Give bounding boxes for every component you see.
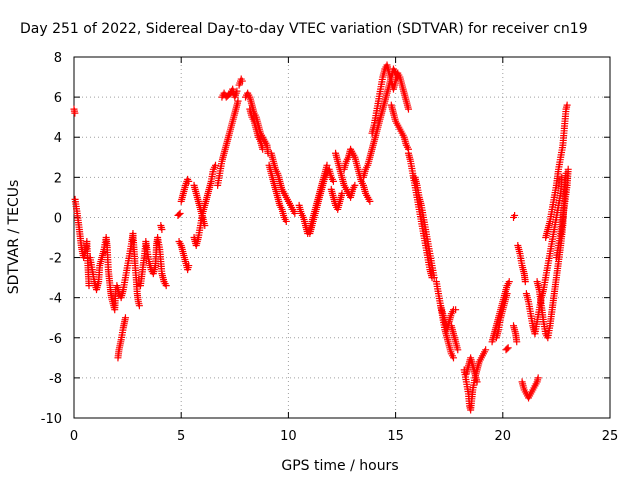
x-tick-label: 0 — [70, 429, 78, 444]
x-tick-label: 15 — [387, 429, 404, 444]
axis-ticks: 0 5 10 15 20 25 -10 -8 -6 -4 -2 0 2 4 6 8 — [41, 51, 619, 444]
data-point — [351, 181, 359, 189]
y-tick-label: -2 — [49, 252, 62, 267]
data-point — [366, 197, 374, 205]
data-point — [521, 278, 529, 286]
plot-frame — [73, 56, 611, 419]
data-point — [504, 344, 512, 352]
data-point — [282, 217, 290, 225]
x-axis-label: GPS time / hours — [281, 458, 398, 474]
data-point — [121, 314, 129, 322]
data-point — [473, 378, 481, 386]
data-point — [404, 105, 412, 113]
data-point — [564, 165, 572, 173]
data-point — [162, 282, 170, 290]
data-point — [563, 101, 571, 109]
data-point — [158, 225, 166, 233]
data-point — [234, 97, 242, 105]
x-tick-label: 10 — [280, 429, 297, 444]
data-point — [430, 274, 438, 282]
data-point — [212, 161, 220, 169]
y-tick-label: -6 — [49, 332, 62, 347]
data-point — [201, 221, 209, 229]
data-point — [291, 209, 299, 217]
data-point — [534, 374, 542, 382]
y-tick-label: 6 — [54, 91, 62, 106]
data-point — [452, 306, 460, 314]
data-point — [185, 177, 193, 185]
data-point — [233, 87, 241, 95]
y-tick-label: 8 — [54, 51, 62, 66]
x-tick-label: 5 — [177, 429, 185, 444]
y-tick-label: 0 — [54, 211, 62, 226]
data-point — [505, 278, 513, 286]
y-axis-label: SDTVAR / TECUs — [6, 180, 22, 295]
data-point — [329, 177, 337, 185]
y-tick-label: -8 — [49, 372, 62, 387]
data-point — [511, 211, 519, 219]
y-tick-label: 4 — [54, 131, 62, 146]
data-point — [85, 282, 93, 290]
y-tick-label: 2 — [54, 171, 62, 186]
data-point — [176, 209, 184, 217]
data-point — [338, 189, 346, 197]
chart-title: Day 251 of 2022, Sidereal Day-to-day VTE… — [20, 21, 588, 37]
data-point — [135, 302, 143, 310]
data-point — [503, 345, 511, 353]
data-point — [71, 109, 79, 117]
data-point — [513, 338, 521, 346]
data-point — [454, 346, 462, 354]
data-point — [259, 145, 267, 153]
x-tick-label: 25 — [602, 429, 619, 444]
y-tick-label: -10 — [41, 412, 62, 427]
data-points — [70, 61, 572, 414]
data-point — [482, 346, 490, 354]
x-tick-label: 20 — [495, 429, 512, 444]
data-point — [449, 354, 457, 362]
data-point — [503, 290, 511, 298]
data-point — [185, 262, 193, 270]
data-point — [323, 161, 331, 169]
data-point — [238, 77, 246, 85]
y-tick-label: -4 — [49, 292, 62, 307]
data-point — [175, 210, 183, 218]
